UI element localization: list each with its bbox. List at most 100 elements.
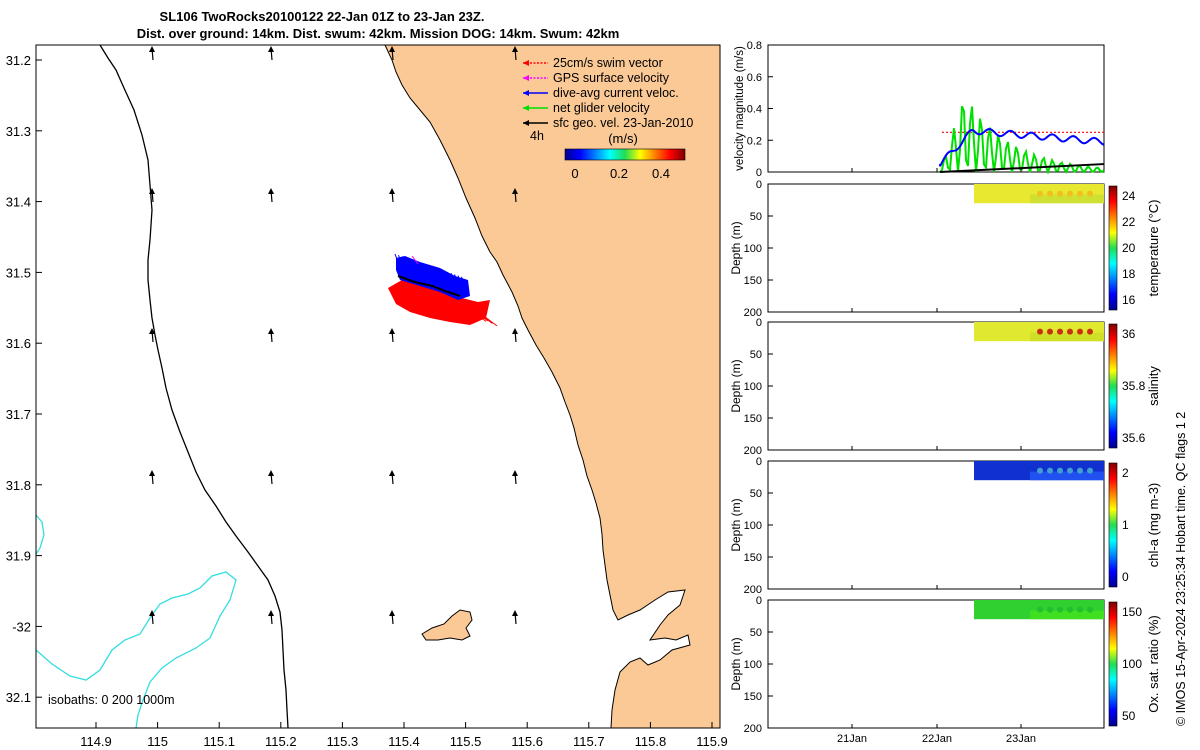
series-current	[939, 128, 1105, 167]
depth-ytick-label: 150	[744, 691, 762, 703]
legend-label: sfc geo. vel. 23-Jan-2010	[553, 116, 693, 130]
current-vector	[447, 271, 451, 281]
colorbar-tick-label: 0	[571, 166, 578, 181]
current-vector-cloud	[396, 256, 470, 300]
depth-colorbar	[1108, 462, 1118, 588]
depth-colorbar	[1108, 323, 1118, 449]
profile-data-point	[1067, 328, 1073, 335]
lon-tick-label: 115.7	[573, 734, 605, 749]
time-tick-label: 21Jan	[837, 733, 867, 745]
colorbar-tick-label: 35.6	[1122, 431, 1146, 445]
geo-arrow-head	[389, 46, 395, 52]
geo-arrow-head	[268, 470, 274, 476]
lon-tick-label: 115	[147, 734, 168, 749]
copyright-note: © IMOS 15-Apr-2024 23:25:34 Hobart time.…	[1174, 412, 1188, 726]
profile-data-subband	[1030, 610, 1104, 620]
lon-tick-label: 115.5	[450, 734, 482, 749]
colorbar-tick-label: 36	[1122, 327, 1136, 341]
map-lat-axis: 31.2 31.3 31.4 31.5 31.6 31.7 31.8 31.9 -32 32.1	[6, 53, 42, 705]
depth-panel	[767, 183, 1105, 313]
current-vector	[419, 262, 423, 271]
legend-label: GPS surface velocity	[553, 71, 670, 85]
geo-arrow-head	[149, 188, 155, 194]
lon-tick-label: 115.8	[635, 734, 667, 749]
lat-tick-label: 32.1	[6, 690, 31, 705]
depth-panel	[767, 599, 1105, 729]
depth-ytick-label: 100	[744, 381, 762, 393]
colorbar-tick-label: 1	[1122, 518, 1129, 532]
current-vector	[412, 259, 416, 269]
geo-arrow-head	[149, 470, 155, 476]
current-vector	[461, 276, 465, 285]
isobath-legend: isobaths: 0 200 1000m	[48, 693, 174, 707]
profile-data-point	[1047, 328, 1053, 335]
map-island	[421, 609, 473, 641]
geo-arrow-head	[512, 610, 518, 616]
colorbar-tick-label: 0.2	[610, 166, 628, 181]
lon-tick-label: 115.4	[388, 734, 420, 749]
profile-data-point	[1067, 467, 1073, 474]
current-vector	[426, 264, 430, 273]
colorbar-tick-label: 100	[1122, 657, 1142, 671]
depth-ytick-label: 100	[744, 659, 762, 671]
depth-ytick-label: 0	[756, 456, 762, 468]
geo-arrow-head	[512, 470, 518, 476]
geo-arrow-head	[149, 610, 155, 616]
legend-arrowhead	[523, 120, 529, 126]
figure-title-line2: Dist. over ground: 14km. Dist. swum: 42k…	[137, 26, 620, 41]
velocity-ytick-label: 0.2	[747, 135, 762, 147]
geo-arrow-head	[512, 328, 518, 334]
profile-data-point	[1077, 190, 1083, 197]
glider-path	[397, 275, 461, 297]
colorbar-tick-label: 50	[1122, 709, 1136, 723]
colorbar-tick-label: 18	[1122, 267, 1136, 281]
depth-ytick-label: 0	[756, 179, 762, 191]
velocity-ytick-label: 0.8	[747, 40, 762, 52]
profile-data-point	[1037, 190, 1043, 197]
geo-arrow-head	[389, 188, 395, 194]
legend-label: 25cm/s swim vector	[553, 56, 663, 70]
profile-data-point	[1077, 467, 1083, 474]
current-vector	[457, 275, 462, 284]
lon-tick-label: 115.2	[265, 734, 297, 749]
colorbar-tick-label: 2	[1122, 466, 1129, 480]
geo-arrow-head	[389, 610, 395, 616]
geo-arrow-head	[268, 328, 274, 334]
lat-tick-label: 31.7	[6, 407, 31, 422]
profile-data-subband	[1030, 471, 1104, 481]
lat-tick-label: 31.2	[6, 53, 31, 68]
series-net-glider	[939, 105, 1105, 175]
current-vector	[394, 253, 399, 263]
legend-interval: 4h	[530, 129, 544, 143]
depth-ytick-label: 50	[750, 211, 762, 223]
depth-ytick-label: 50	[750, 488, 762, 500]
speed-colorbar	[564, 148, 686, 161]
profile-data-point	[1037, 606, 1043, 613]
lon-tick-label: 115.6	[511, 734, 543, 749]
profile-data-point	[1067, 190, 1073, 197]
profile-data-point	[1087, 328, 1093, 335]
colorbar-label: salinity	[1146, 366, 1161, 406]
colorbar-tick-label: 0.4	[652, 166, 670, 181]
profile-data-point	[1087, 467, 1093, 474]
geo-arrow-head	[512, 46, 518, 52]
colorbar-title: (m/s)	[608, 131, 638, 146]
geo-arrow-head	[149, 46, 155, 52]
colorbar-label: Ox. sat. ratio (%)	[1146, 615, 1161, 713]
profile-data-point	[1047, 606, 1053, 613]
velocity-panel	[767, 44, 1105, 173]
colorbar-tick-label: 16	[1122, 293, 1136, 307]
current-vector	[401, 256, 406, 265]
profile-data-point	[1047, 467, 1053, 474]
depth-ytick-label: 200	[744, 307, 762, 319]
profile-data-point	[1067, 606, 1073, 613]
current-vector	[440, 269, 444, 278]
legend-arrowhead	[523, 105, 529, 111]
colorbar-tick-label: 24	[1122, 189, 1136, 203]
current-vector	[433, 267, 437, 276]
velocity-ytick-label: 0.6	[747, 72, 762, 84]
profile-data-point	[1037, 467, 1043, 474]
depth-ylabel: Depth (m)	[729, 637, 743, 690]
swim-vector-cloud	[388, 280, 490, 325]
